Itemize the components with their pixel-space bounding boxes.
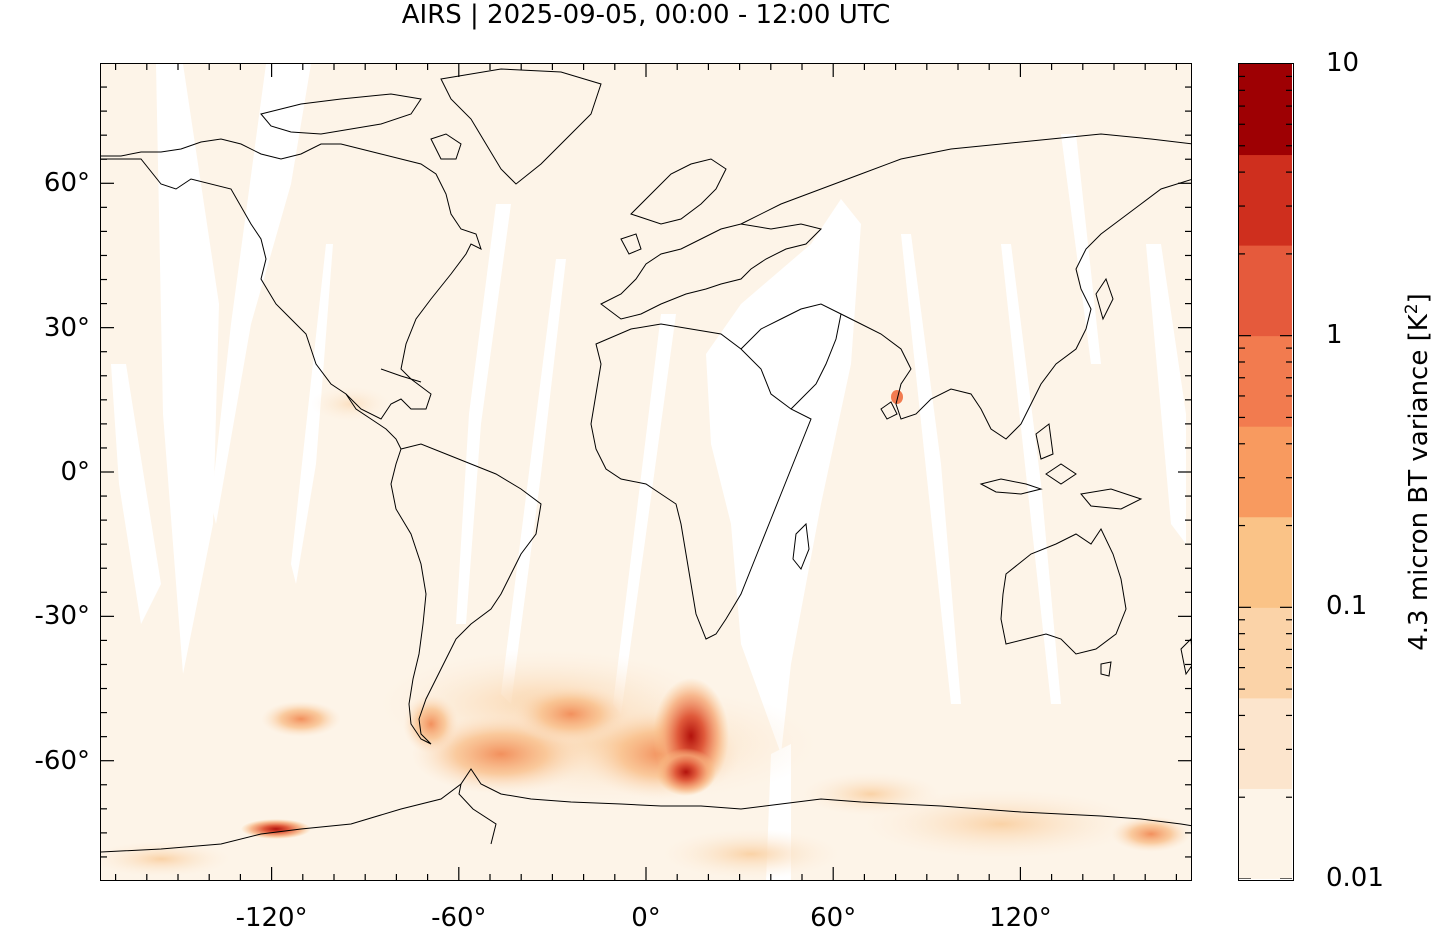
y-tick-label: 0°: [60, 457, 90, 487]
colorbar: [1238, 63, 1294, 881]
colorbar-bin: [1239, 697, 1292, 789]
colorbar-tick-label: 10: [1326, 48, 1360, 78]
colorbar-swatches: [1239, 64, 1292, 879]
x-tick-label: -60°: [431, 903, 487, 933]
map-title: AIRS | 2025-09-05, 00:00 - 12:00 UTC: [401, 0, 891, 30]
y-tick-label: -60°: [34, 745, 90, 776]
colorbar-bin: [1239, 426, 1292, 518]
colorbar-bin: [1239, 516, 1292, 608]
x-tick-label: 0°: [631, 903, 661, 933]
y-tick-label: 60°: [43, 168, 90, 199]
colorbar-tick-label: 0.01: [1326, 863, 1384, 893]
colorbar-bin: [1239, 607, 1292, 699]
colorbar-title: 4.3 micron BT variance [K2]: [1402, 293, 1434, 651]
colorbar-title-suffix: ]: [1403, 293, 1434, 304]
colorbar-title-text: 4.3 micron BT variance [K: [1403, 314, 1434, 651]
variance-blobs: [101, 386, 1191, 879]
map-canvas: [101, 64, 1191, 880]
y-tick-label: -30°: [34, 601, 90, 632]
x-tick-label: 120°: [989, 903, 1052, 933]
colorbar-bin: [1239, 788, 1292, 879]
colorbar-bin: [1239, 245, 1292, 337]
colorbar-tick-label: 0.1: [1326, 591, 1368, 622]
colorbar-bin: [1239, 154, 1292, 246]
x-tick-label: -120°: [235, 903, 308, 933]
coastlines: [101, 68, 1191, 853]
colorbar-bin: [1239, 64, 1292, 156]
colorbar-bin: [1239, 335, 1292, 427]
colorbar-tick-label: 1: [1326, 319, 1343, 350]
x-tick-label: 60°: [810, 903, 857, 933]
y-tick-label: 30°: [43, 312, 90, 343]
map-plot-area: [100, 63, 1192, 881]
colorbar-title-superscript: 2: [1402, 303, 1423, 315]
orbit-gaps: [111, 64, 1186, 880]
